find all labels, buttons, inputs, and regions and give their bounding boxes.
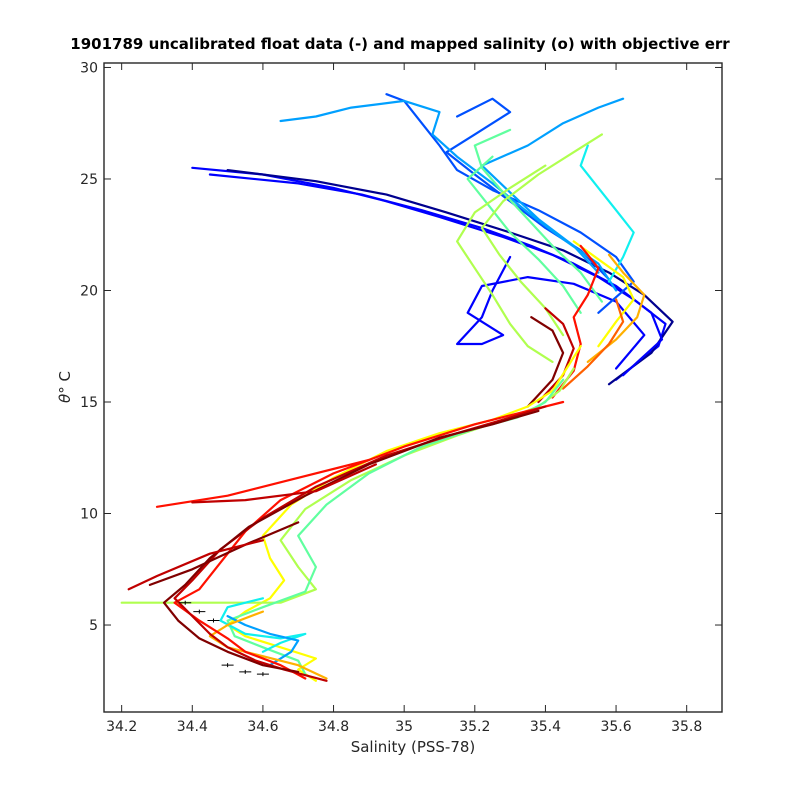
profile-line-23 bbox=[219, 597, 307, 653]
error-bar-3 bbox=[207, 618, 220, 623]
x-tick-label: 35.8 bbox=[671, 719, 702, 735]
profile-line-30 bbox=[191, 463, 377, 504]
y-tick-label: 15 bbox=[80, 395, 98, 411]
error-bar-6 bbox=[256, 672, 269, 677]
y-tick-label: 5 bbox=[89, 618, 98, 634]
profile-line-32 bbox=[127, 539, 264, 591]
x-tick-label: 35.2 bbox=[459, 719, 490, 735]
error-bar-4 bbox=[221, 663, 234, 668]
y-axis: 5 10 15 20 25 30 bbox=[80, 60, 722, 634]
x-tick-label: 35.6 bbox=[600, 719, 631, 735]
profile-line-18 bbox=[537, 307, 575, 404]
y-tick-label: 25 bbox=[80, 172, 98, 188]
profile-line-12 bbox=[480, 133, 603, 337]
x-tick-label: 34.8 bbox=[318, 719, 349, 735]
error-bar-1 bbox=[179, 600, 192, 605]
y-axis-theta: θ bbox=[56, 394, 74, 403]
profile-line-29 bbox=[155, 458, 370, 508]
profile-line-5 bbox=[385, 93, 635, 314]
profile-line-17 bbox=[551, 244, 600, 399]
y-axis-title: θ° C bbox=[56, 371, 74, 403]
y-tick-label: 20 bbox=[80, 283, 98, 299]
y-tick-label: 10 bbox=[80, 507, 98, 523]
profile-line-3 bbox=[208, 173, 664, 377]
profile-line-15 bbox=[586, 253, 646, 363]
profile-line-24 bbox=[226, 615, 300, 667]
x-axis-title: Salinity (PSS-78) bbox=[351, 738, 476, 756]
plot-area bbox=[104, 63, 722, 712]
profile-line-14 bbox=[572, 240, 635, 348]
chart-title: 1901789 uncalibrated float data (-) and … bbox=[70, 35, 730, 53]
profile-line-16 bbox=[562, 298, 625, 390]
series-layer bbox=[120, 93, 674, 682]
x-tick-label: 35.4 bbox=[530, 719, 561, 735]
profile-line-26 bbox=[173, 400, 565, 680]
x-tick-label: 34.4 bbox=[177, 719, 208, 735]
error-bar-layer bbox=[179, 600, 269, 677]
profile-line-11 bbox=[466, 155, 582, 314]
profile-line-31 bbox=[148, 521, 300, 586]
profile-line-13 bbox=[456, 164, 554, 363]
profile-line-28 bbox=[162, 409, 540, 673]
x-tick-label: 34.6 bbox=[247, 719, 278, 735]
x-tick-label: 34.2 bbox=[106, 719, 137, 735]
error-bar-2 bbox=[193, 609, 206, 614]
profile-line-10 bbox=[473, 128, 603, 303]
profile-line-1 bbox=[191, 166, 667, 381]
error-bar-5 bbox=[239, 669, 252, 674]
profile-line-9 bbox=[579, 144, 635, 283]
x-tick-label: 35 bbox=[395, 719, 413, 735]
y-tick-label: 30 bbox=[80, 60, 98, 76]
plot-frame bbox=[103, 62, 723, 713]
x-axis: 34.2 34.4 34.6 34.8 35 35.2 35.4 35.6 35.8 bbox=[106, 63, 702, 735]
profile-line-19 bbox=[526, 316, 565, 408]
profile-line-2 bbox=[226, 169, 674, 386]
y-axis-unit: ° C bbox=[56, 371, 74, 394]
